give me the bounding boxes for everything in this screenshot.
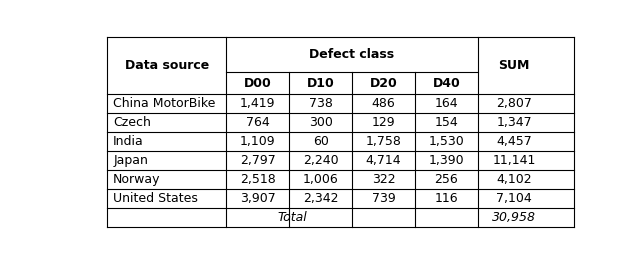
Text: 129: 129	[372, 116, 396, 129]
Text: 2,807: 2,807	[496, 97, 532, 110]
Text: 322: 322	[372, 173, 396, 186]
Text: Total: Total	[278, 211, 307, 224]
Text: 11,141: 11,141	[492, 154, 536, 167]
Text: 4,457: 4,457	[496, 135, 532, 148]
Text: India: India	[113, 135, 144, 148]
Text: 154: 154	[435, 116, 458, 129]
Text: D40: D40	[433, 76, 460, 90]
Text: 764: 764	[246, 116, 269, 129]
Text: 738: 738	[308, 97, 333, 110]
Text: China MotorBike: China MotorBike	[113, 97, 216, 110]
Text: United States: United States	[113, 192, 198, 205]
Text: 3,907: 3,907	[240, 192, 275, 205]
Text: Data source: Data source	[125, 59, 209, 72]
Text: 1,006: 1,006	[303, 173, 339, 186]
Text: D10: D10	[307, 76, 335, 90]
Text: 30,958: 30,958	[492, 211, 536, 224]
Text: Norway: Norway	[113, 173, 161, 186]
Text: D00: D00	[244, 76, 271, 90]
Text: 486: 486	[372, 97, 396, 110]
Text: 2,518: 2,518	[240, 173, 275, 186]
Text: 2,240: 2,240	[303, 154, 339, 167]
Text: 2,342: 2,342	[303, 192, 339, 205]
Text: SUM: SUM	[499, 59, 530, 72]
Text: 1,758: 1,758	[365, 135, 401, 148]
Text: 300: 300	[308, 116, 333, 129]
Text: 1,347: 1,347	[496, 116, 532, 129]
Text: 256: 256	[435, 173, 458, 186]
Text: 2,797: 2,797	[240, 154, 275, 167]
Text: Defect class: Defect class	[310, 48, 395, 61]
Text: 164: 164	[435, 97, 458, 110]
Text: 4,714: 4,714	[365, 154, 401, 167]
Text: 1,390: 1,390	[429, 154, 464, 167]
Text: Czech: Czech	[113, 116, 151, 129]
Text: 4,102: 4,102	[496, 173, 532, 186]
Text: 739: 739	[372, 192, 396, 205]
Text: 7,104: 7,104	[496, 192, 532, 205]
Text: 1,530: 1,530	[429, 135, 465, 148]
Text: 116: 116	[435, 192, 458, 205]
Text: Japan: Japan	[113, 154, 148, 167]
Text: 1,109: 1,109	[240, 135, 275, 148]
Text: 60: 60	[313, 135, 328, 148]
Text: D20: D20	[370, 76, 397, 90]
Text: 1,419: 1,419	[240, 97, 275, 110]
